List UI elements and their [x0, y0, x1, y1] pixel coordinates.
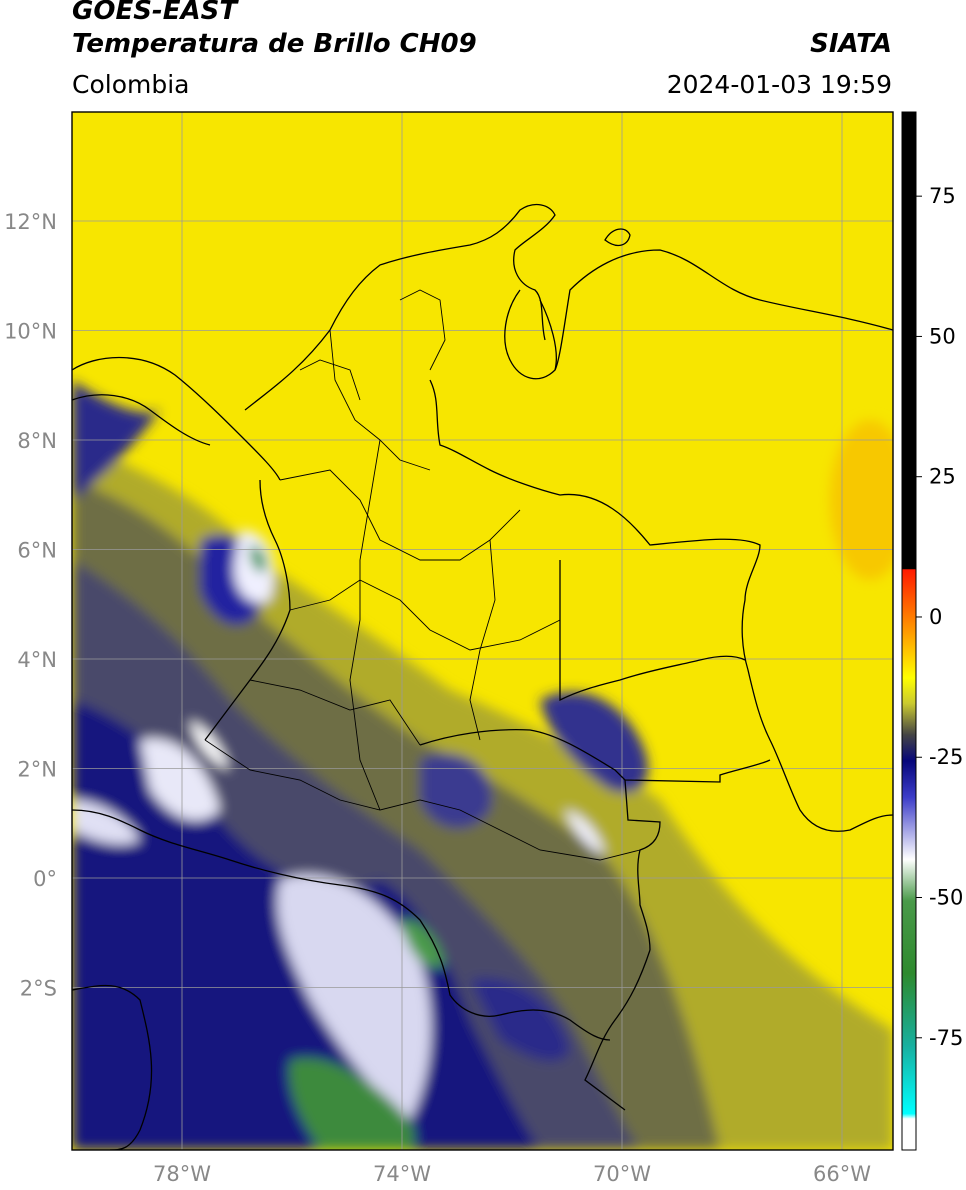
- warm-east-patch: [830, 420, 893, 580]
- peru-coast: [72, 984, 153, 1150]
- lat-tick-label: 12°N: [4, 210, 57, 234]
- dept-line-4: [249, 679, 421, 746]
- ecuador-peru-border: [72, 809, 611, 1041]
- lake-maracaibo: [504, 289, 557, 380]
- timestamp: 2024-01-03 19:59: [666, 70, 892, 99]
- meta-vichada-border: [559, 560, 746, 702]
- source-label: SIATA: [810, 29, 892, 59]
- lon-tick-label: 78°W: [153, 1162, 211, 1186]
- map-frame: [71, 111, 894, 1151]
- cold-top-5: [565, 810, 605, 855]
- region-label: Colombia: [72, 70, 190, 99]
- lat-tick-label: 4°N: [17, 648, 57, 672]
- coldest-top-3: [249, 545, 267, 573]
- colorbar-ticks: 75 50 25 0 -25 -50 -75: [916, 184, 963, 1050]
- cloud-field: [72, 380, 893, 1150]
- department-boundaries: [204, 289, 641, 861]
- venezuela-coast: [554, 249, 893, 371]
- coastlines-and-borders: [72, 203, 893, 1150]
- brazil-border-south: [584, 949, 651, 1111]
- colorbar-tick-label: 25: [929, 465, 956, 489]
- lat-tick-label: 0°: [33, 867, 57, 891]
- cold-top-1: [277, 874, 431, 1120]
- lat-tick-label: 2°S: [20, 977, 57, 1001]
- panama-coast: [72, 356, 281, 481]
- venezuela-border: [429, 379, 893, 832]
- pacific-coast-colombia: [204, 479, 291, 741]
- guainia-border: [419, 729, 771, 783]
- dept-line-6: [349, 439, 381, 811]
- satellite-title: GOES-EAST: [72, 0, 238, 26]
- lon-tick-label: 74°W: [373, 1162, 431, 1186]
- cold-top-6: [190, 720, 228, 770]
- colorbar-tick-label: 0: [929, 605, 942, 629]
- lon-tick-label: 66°W: [813, 1162, 871, 1186]
- graticule: [72, 112, 893, 1150]
- lat-tick-label: 6°N: [17, 539, 57, 563]
- colorbar-tick-label: 50: [929, 324, 956, 348]
- coldest-top-1: [289, 1058, 415, 1150]
- dept-line-8: [299, 359, 361, 401]
- colorbar: [901, 111, 917, 1151]
- coldest-top-2: [400, 919, 445, 968]
- paraguana: [604, 228, 631, 247]
- dept-line-7: [469, 539, 496, 741]
- colorbar-tick-label: -25: [929, 745, 963, 769]
- caribbean-coast: [244, 203, 556, 411]
- panama-south-coast: [72, 394, 211, 446]
- colorbar-tick-label: -75: [929, 1026, 963, 1050]
- colorbar-tick-label: -50: [929, 886, 963, 910]
- colorbar-tick-label: 75: [929, 184, 956, 208]
- dept-line-3: [289, 579, 561, 651]
- cold-top-2: [140, 738, 220, 821]
- latitude-labels: 12°N 10°N 8°N 6°N 4°N 2°N 0° 2°S: [4, 210, 57, 1001]
- lat-tick-label: 8°N: [17, 429, 57, 453]
- navy-cloud-6: [470, 978, 570, 1061]
- lon-tick-label: 70°W: [593, 1162, 651, 1186]
- product-title: Temperatura de Brillo CH09: [72, 29, 477, 59]
- navy-cloud-5: [420, 753, 492, 829]
- dept-line-2: [279, 469, 521, 561]
- longitude-labels: 78°W 74°W 70°W 66°W: [153, 1162, 871, 1186]
- navy-cloud-4: [540, 692, 649, 793]
- dept-line-9: [399, 289, 446, 371]
- dept-line-5: [204, 739, 641, 861]
- dept-line-1: [329, 329, 431, 471]
- lat-tick-label: 10°N: [4, 320, 57, 344]
- imagery-layer: [72, 112, 893, 1150]
- lat-tick-label: 2°N: [17, 758, 57, 782]
- brazil-border-north: [624, 779, 661, 951]
